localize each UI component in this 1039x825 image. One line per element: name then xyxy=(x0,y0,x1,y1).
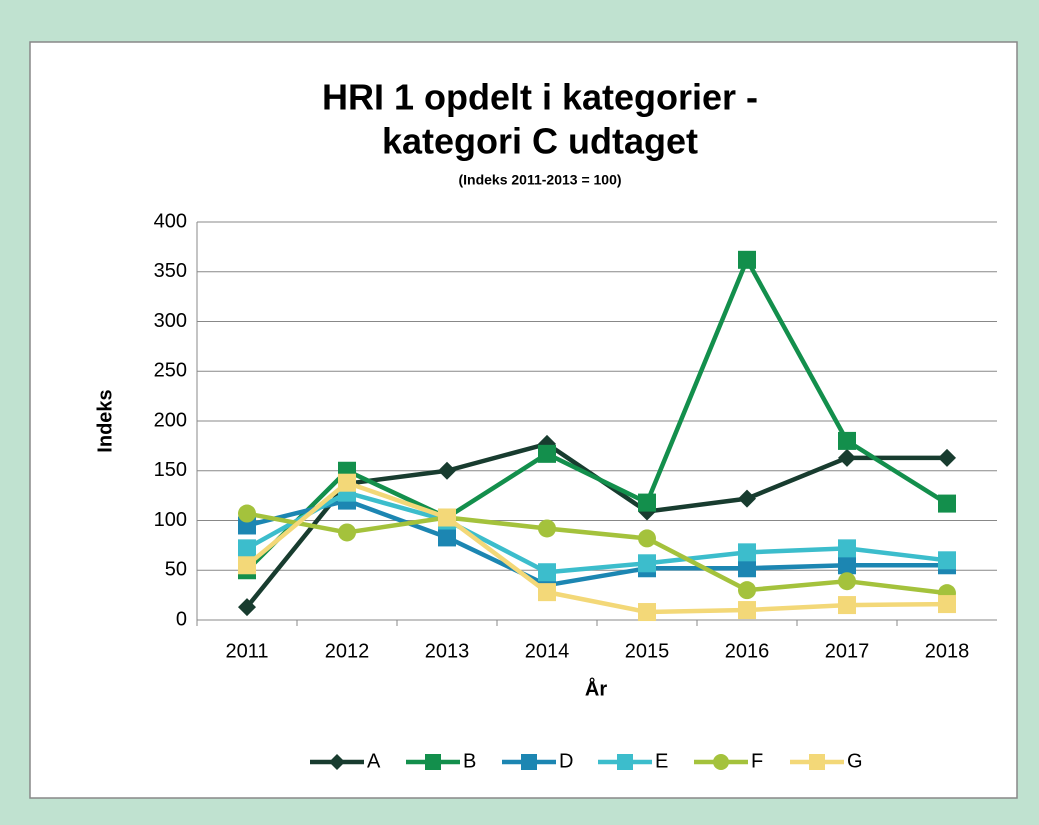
x-tick-label: 2018 xyxy=(925,640,970,662)
data-point xyxy=(938,448,956,467)
chart-subtitle: (Indeks 2011-2013 = 100) xyxy=(458,172,621,188)
data-point xyxy=(838,539,856,558)
legend-label: D xyxy=(559,750,573,772)
data-point xyxy=(638,529,656,548)
series-line xyxy=(246,498,947,588)
x-tick-label: 2012 xyxy=(325,640,370,662)
data-point xyxy=(538,583,556,602)
data-point xyxy=(938,494,956,513)
y-tick-label: 100 xyxy=(154,509,187,531)
y-tick-label: 350 xyxy=(154,260,187,282)
chart-title: HRI 1 opdelt i kategorier - xyxy=(322,77,758,118)
y-tick-label: 0 xyxy=(176,608,187,630)
legend-marker xyxy=(329,754,345,770)
data-point xyxy=(738,489,756,508)
data-point xyxy=(638,493,656,512)
data-point xyxy=(438,508,456,527)
chart-title: kategori C udtaget xyxy=(382,121,698,162)
data-point xyxy=(238,504,256,523)
data-point xyxy=(938,595,956,614)
data-point xyxy=(738,581,756,600)
data-point xyxy=(538,519,556,538)
data-point xyxy=(738,559,756,578)
y-tick-label: 50 xyxy=(165,559,187,581)
x-tick-label: 2013 xyxy=(425,640,470,662)
series-line xyxy=(245,480,948,615)
data-point xyxy=(938,551,956,570)
data-point xyxy=(438,528,456,547)
data-point xyxy=(738,601,756,620)
series-line xyxy=(245,490,948,575)
data-point xyxy=(538,444,556,463)
data-point xyxy=(738,250,756,269)
data-point xyxy=(838,448,856,467)
data-point xyxy=(838,556,856,575)
y-tick-label: 400 xyxy=(154,210,187,232)
legend-label: B xyxy=(463,750,476,772)
legend-marker xyxy=(617,754,633,770)
data-point xyxy=(738,543,756,562)
legend-label: F xyxy=(751,750,763,772)
y-axis-label: Indeks xyxy=(94,389,116,452)
data-point xyxy=(538,563,556,582)
chart-panel xyxy=(29,41,1018,799)
data-point xyxy=(838,596,856,615)
x-tick-label: 2014 xyxy=(525,640,570,662)
legend-label: E xyxy=(655,750,668,772)
x-tick-label: 2011 xyxy=(225,640,268,662)
legend-marker xyxy=(521,754,537,770)
legend-label: A xyxy=(367,750,381,772)
data-point xyxy=(838,572,856,591)
y-tick-label: 300 xyxy=(154,310,187,332)
y-tick-label: 200 xyxy=(154,409,187,431)
series-line xyxy=(245,257,949,572)
data-point xyxy=(338,473,356,492)
series-line xyxy=(246,511,948,596)
data-point xyxy=(438,461,456,480)
data-point xyxy=(638,603,656,622)
legend-marker xyxy=(425,754,441,770)
legend-marker xyxy=(809,754,825,770)
x-axis-label: År xyxy=(585,676,607,700)
x-tick-label: 2015 xyxy=(625,640,670,662)
data-point xyxy=(338,523,356,542)
data-point xyxy=(238,598,256,617)
data-point xyxy=(638,554,656,573)
legend-marker xyxy=(713,754,729,770)
data-point xyxy=(238,556,256,575)
y-tick-label: 250 xyxy=(154,360,187,382)
data-point xyxy=(838,431,856,450)
data-point xyxy=(238,539,256,558)
legend-label: G xyxy=(847,750,863,772)
y-tick-label: 150 xyxy=(154,459,187,481)
x-tick-label: 2017 xyxy=(825,640,870,662)
x-tick-label: 2016 xyxy=(725,640,770,662)
